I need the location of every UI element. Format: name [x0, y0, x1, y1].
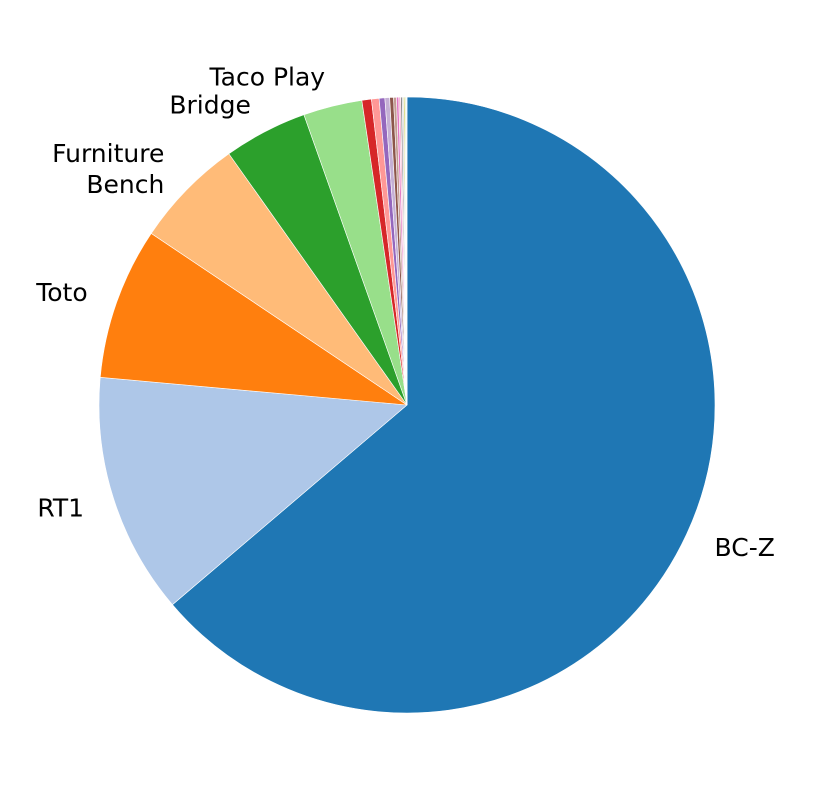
- slice-rt1: [98, 376, 408, 606]
- slice-label-bridge: Bridge: [169, 90, 251, 119]
- slice-label-rt1: RT1: [37, 494, 84, 523]
- slice-label-line: Bridge: [169, 90, 251, 119]
- slice-bc-z: [172, 96, 716, 714]
- slices-layer: [98, 96, 716, 714]
- slice-label-toto: Toto: [35, 278, 87, 307]
- slice-label-line: Toto: [35, 278, 87, 307]
- slice-label-line: Furniture: [52, 139, 164, 168]
- slice-label-line: RT1: [37, 494, 84, 523]
- slice-label-line: BC-Z: [715, 533, 775, 562]
- slice-label-line: Taco Play: [209, 62, 326, 91]
- slice-minor-19: [406, 96, 408, 406]
- slice-toto: [99, 232, 408, 406]
- slice-label-bc-z: BC-Z: [715, 533, 775, 562]
- slice-label-furniture-bench: Furniture Bench: [52, 139, 164, 199]
- slice-label-line: Bench: [86, 170, 164, 199]
- slice-label-taco-play: Taco Play: [209, 62, 326, 91]
